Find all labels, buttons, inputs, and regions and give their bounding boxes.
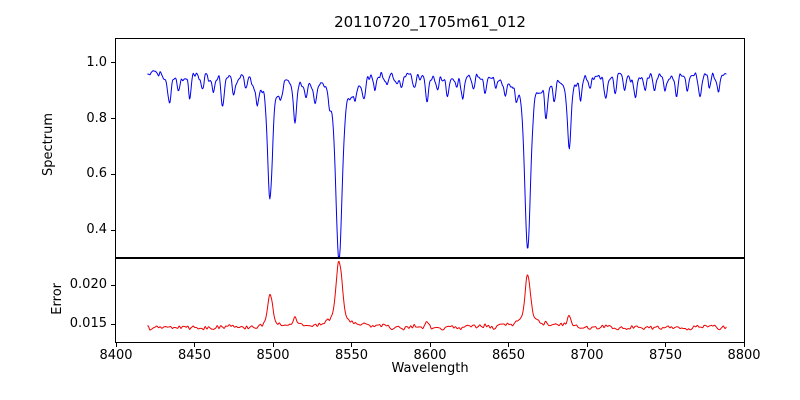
y-tick: [111, 323, 115, 325]
y-tick: [111, 173, 115, 175]
x-tick-label: 8450: [177, 348, 212, 363]
y-tick-label: 0.6: [86, 166, 107, 182]
y-tick: [111, 284, 115, 286]
spectrum-y-axis-label: Spectrum: [41, 113, 56, 176]
y-tick: [111, 62, 115, 64]
y-tick: [111, 118, 115, 120]
y-tick-label: 1.0: [86, 54, 107, 70]
chart-title: 20110720_1705m61_012: [334, 13, 526, 31]
x-tick: [194, 343, 195, 347]
y-tick: [111, 229, 115, 231]
x-tick: [115, 343, 117, 347]
y-tick-label: 0.8: [86, 110, 107, 126]
error-line: [116, 259, 744, 342]
x-tick: [429, 343, 431, 347]
x-tick-label: 8700: [570, 348, 604, 363]
x-tick-label: 8650: [491, 348, 526, 363]
x-tick: [272, 343, 274, 347]
x-tick: [508, 343, 509, 347]
x-tick-label: 8400: [99, 348, 133, 363]
x-tick-label: 8550: [334, 348, 369, 363]
x-tick: [351, 343, 352, 347]
spectrum-line: [116, 39, 744, 257]
spectrum-panel: [115, 38, 745, 258]
error-panel: [115, 258, 745, 343]
x-tick: [586, 343, 588, 347]
x-axis-label: Wavelength: [391, 361, 469, 376]
x-tick: [665, 343, 666, 347]
x-tick-label: 8500: [256, 348, 290, 363]
y-tick-label: 0.4: [86, 222, 107, 238]
x-tick: [743, 343, 745, 347]
y-tick-label: 0.020: [69, 277, 107, 293]
y-tick-label: 0.015: [69, 316, 107, 332]
x-tick-label: 8750: [648, 348, 683, 363]
x-tick-label: 8600: [413, 348, 447, 363]
x-tick-label: 8800: [727, 348, 761, 363]
